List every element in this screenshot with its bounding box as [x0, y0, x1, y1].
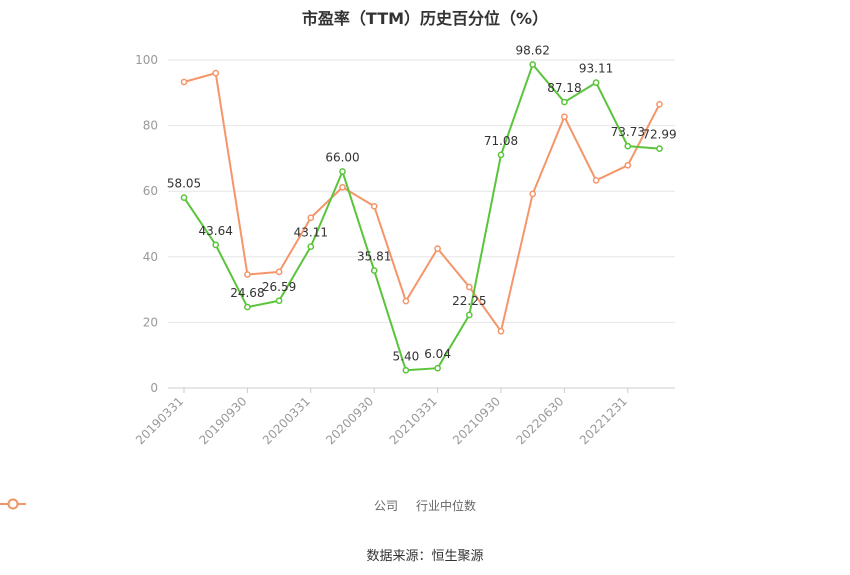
data-point-company	[244, 303, 251, 311]
data-point-industry	[212, 69, 220, 77]
data-label: 73.73	[611, 125, 645, 139]
data-point-company	[561, 98, 568, 106]
x-tick-label: 20200930	[323, 394, 376, 447]
data-point-company	[656, 145, 663, 152]
data-point-industry	[592, 177, 600, 184]
data-point-company	[370, 267, 378, 274]
data-label: 98.62	[516, 44, 550, 58]
data-point-company	[339, 168, 346, 175]
data-point-company	[307, 243, 315, 250]
legend-industry-label: 行业中位数	[416, 499, 477, 513]
data-point-company	[465, 311, 473, 319]
data-point-industry	[244, 271, 251, 278]
legend-company-label: 公司	[373, 499, 398, 513]
data-point-industry	[307, 214, 315, 222]
x-tick-label: 20210930	[450, 394, 503, 447]
data-point-industry	[402, 297, 410, 305]
data-label: 43.11	[294, 226, 328, 240]
data-point-industry	[434, 245, 441, 252]
data-point-industry	[465, 283, 473, 291]
data-point-company	[529, 61, 537, 68]
data-label: 72.99	[642, 128, 676, 142]
data-point-company	[402, 366, 410, 374]
data-label: 93.11	[579, 62, 613, 76]
y-tick-label: 40	[143, 250, 158, 264]
data-point-industry	[624, 161, 632, 169]
data-label: 71.08	[484, 134, 518, 148]
x-tick-label: 20221231	[577, 394, 630, 447]
series-line-company	[183, 63, 660, 372]
y-tick-label: 20	[143, 315, 158, 329]
data-point-industry	[529, 190, 537, 198]
x-tick-label: 20210331	[387, 394, 440, 447]
data-point-company	[180, 194, 188, 201]
data-point-industry	[180, 78, 188, 86]
chart-title: 市盈率（TTM）历史百分位（%）	[301, 9, 549, 28]
data-point-company	[497, 151, 505, 159]
legend-item-company[interactable]: 公司	[0, 497, 398, 514]
y-tick-label: 60	[143, 184, 158, 198]
series-line-industry	[183, 72, 661, 333]
x-tick-label: 20190930	[196, 394, 249, 447]
data-label: 5.40	[393, 349, 420, 363]
data-point-company	[275, 297, 283, 305]
data-label: 66.00	[325, 151, 359, 165]
x-tick-label: 20190331	[133, 394, 186, 447]
data-point-industry	[497, 327, 505, 335]
data-label: 35.81	[357, 250, 391, 264]
data-point-industry	[656, 100, 663, 108]
data-point-company	[624, 142, 632, 150]
data-point-industry	[339, 183, 346, 191]
data-label: 87.18	[547, 81, 581, 95]
data-source: 数据来源：恒生聚源	[366, 549, 484, 564]
data-point-industry	[370, 202, 378, 210]
data-point-company	[434, 364, 441, 372]
x-tick-label: 20200331	[260, 394, 313, 447]
data-point-industry	[275, 268, 283, 276]
x-tick-label: 20220630	[513, 394, 566, 447]
legend-item-industry[interactable]: 行业中位数	[0, 497, 477, 514]
data-label: 6.04	[424, 347, 451, 361]
data-point-company	[212, 241, 220, 249]
data-label: 24.68	[230, 286, 264, 300]
data-label: 58.05	[167, 177, 201, 191]
data-point-company	[592, 79, 600, 86]
legend: 公司 行业中位数	[0, 497, 850, 514]
data-label: 22.25	[452, 294, 486, 308]
data-label: 43.64	[199, 224, 233, 238]
legend-industry-swatch	[0, 498, 26, 510]
data-point-industry	[561, 113, 568, 121]
y-tick-label: 80	[143, 119, 158, 133]
y-tick-label: 100	[135, 53, 158, 67]
data-label: 26.59	[262, 280, 296, 294]
y-tick-label: 0	[150, 381, 158, 395]
